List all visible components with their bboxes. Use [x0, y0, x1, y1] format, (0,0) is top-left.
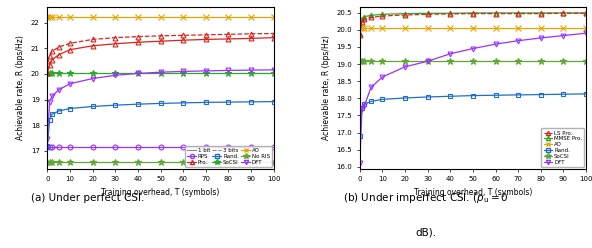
Y-axis label: Achievable rate, R (bps/Hz): Achievable rate, R (bps/Hz): [322, 36, 331, 140]
Text: (b) Under imperfect CSI. ($p_\mathrm{u} = 0$: (b) Under imperfect CSI. ($p_\mathrm{u} …: [343, 191, 509, 205]
Legend: LS Pro., MMSE Pro., AO, Rand., SoCSI, DFT: LS Pro., MMSE Pro., AO, Rand., SoCSI, DF…: [541, 128, 584, 167]
Text: dB).: dB).: [416, 228, 437, 238]
Y-axis label: Achievable rate, R (bps/Hz): Achievable rate, R (bps/Hz): [16, 36, 25, 140]
X-axis label: Training overhead, T (symbols): Training overhead, T (symbols): [414, 188, 532, 197]
Legend: 1 bit, RPS, Pro., 3 bits, Rand., SoCSI, AO, No RIS, DFT: 1 bit, RPS, Pro., 3 bits, Rand., SoCSI, …: [185, 146, 272, 167]
X-axis label: Training overhead, T (symbols): Training overhead, T (symbols): [101, 188, 220, 197]
Text: (a) Under perfect CSI.: (a) Under perfect CSI.: [31, 193, 144, 203]
